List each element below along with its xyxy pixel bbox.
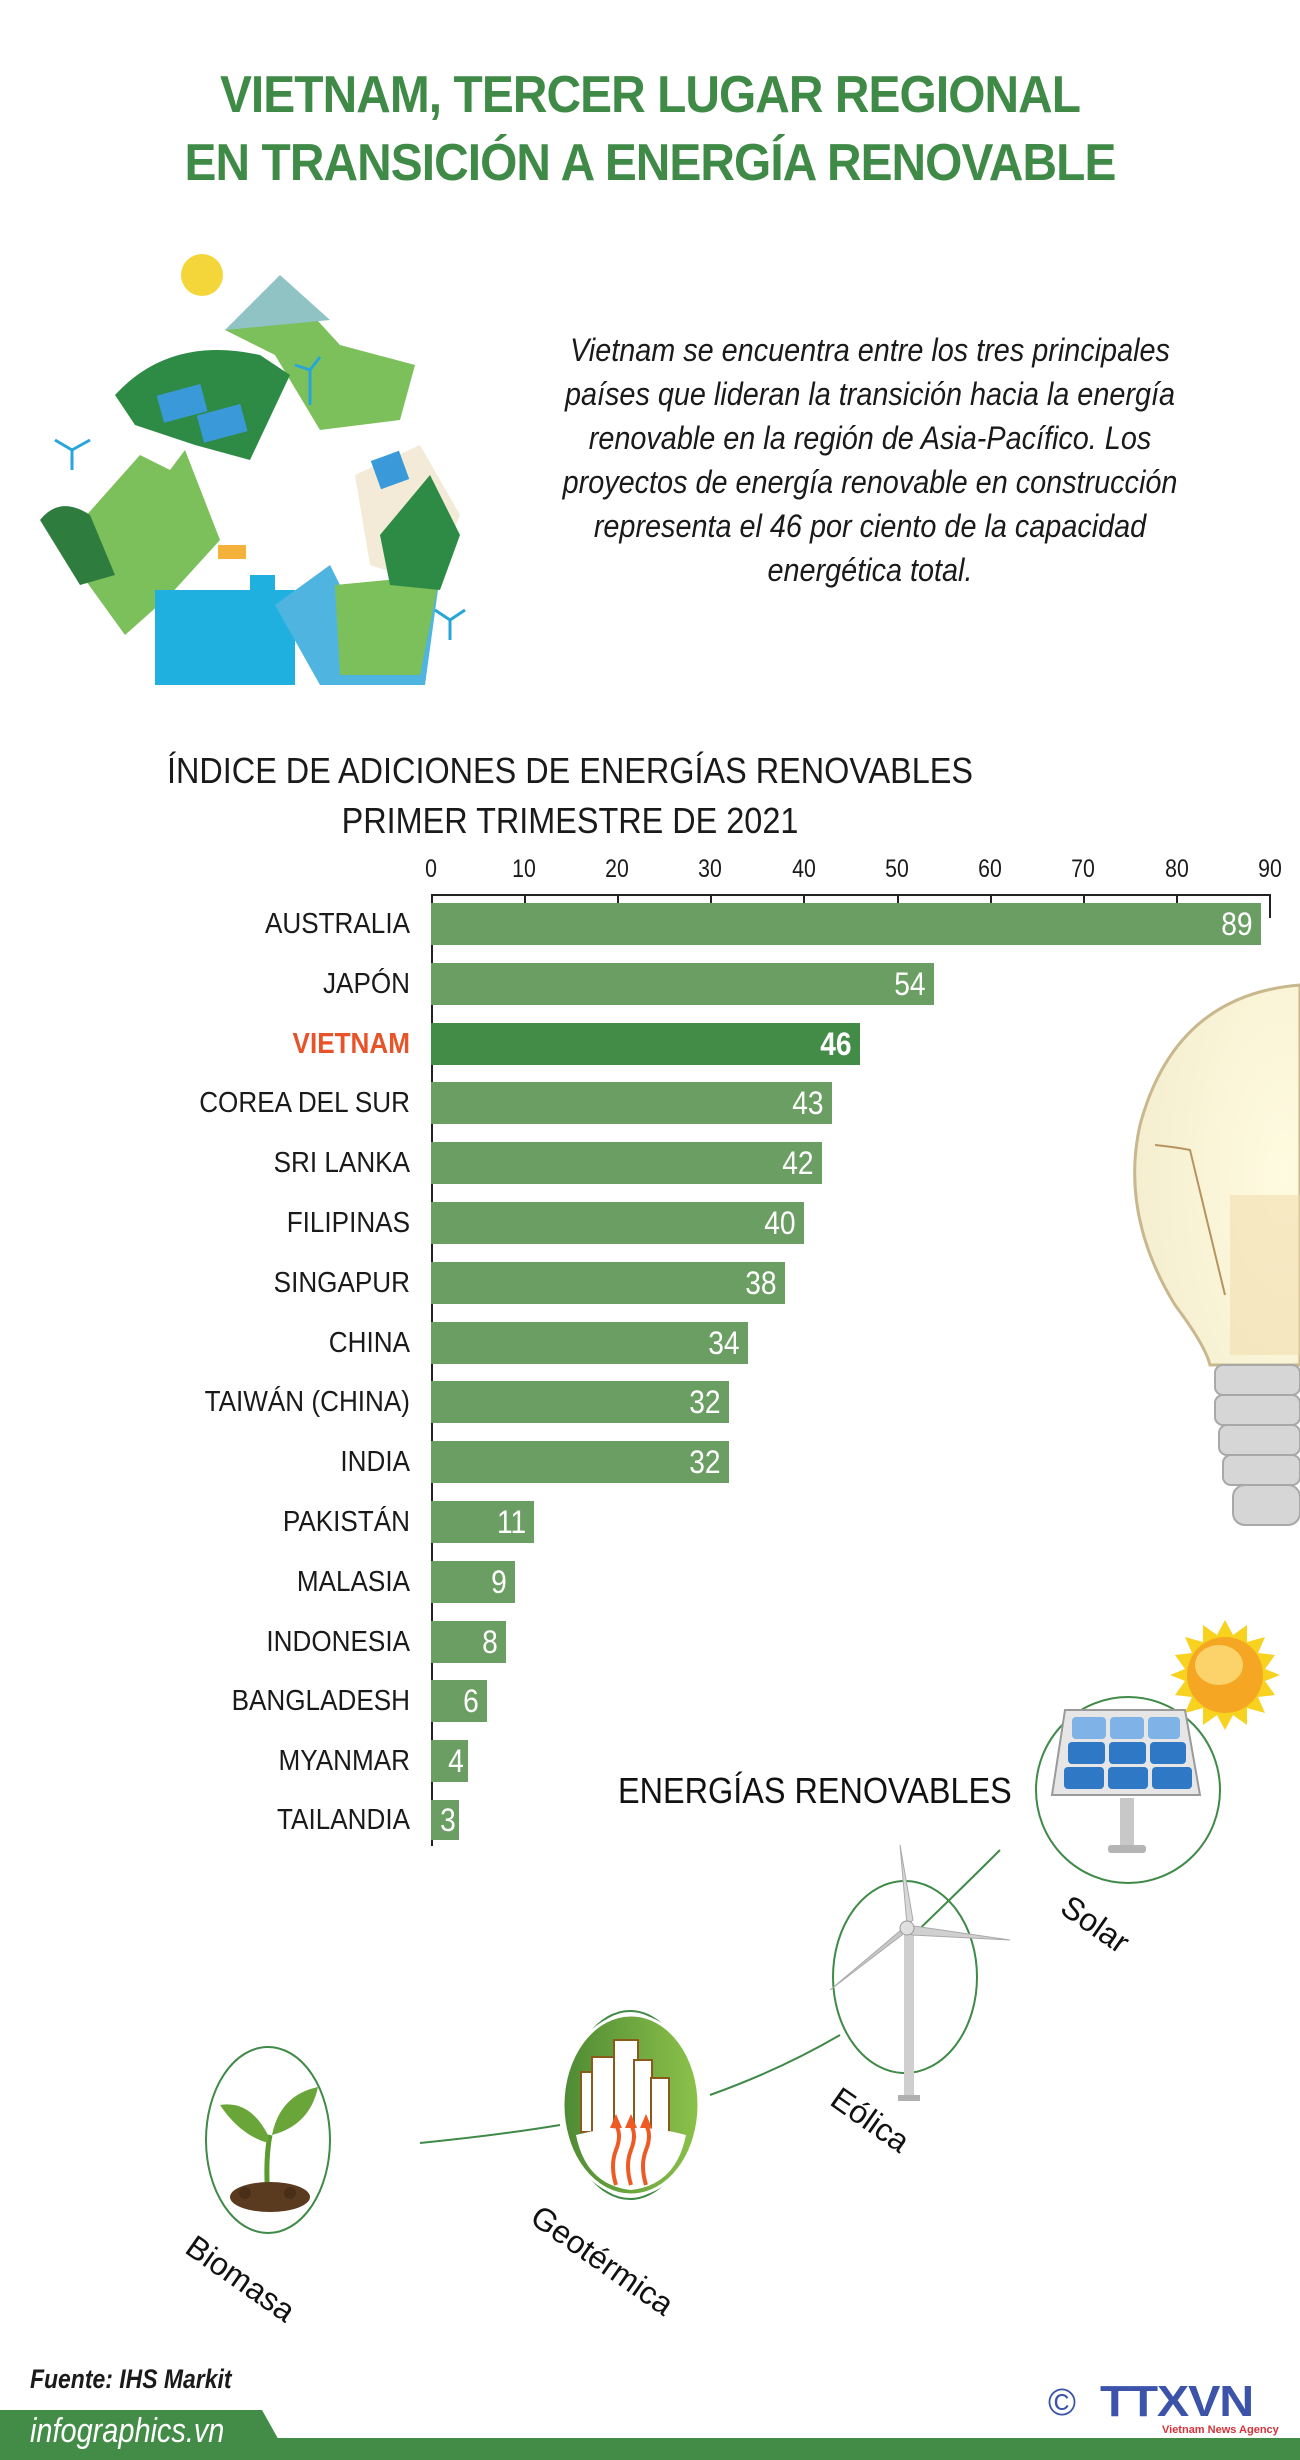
bar-value: 32 [689,1444,721,1480]
bar-tailandia: 3 [431,1800,459,1840]
bar-value: 54 [894,966,926,1002]
bar-malasia: 9 [431,1561,515,1603]
country-label: AUSTRALIA [264,908,410,940]
bar-value: 8 [482,1624,498,1660]
bar-sri-lanka: 42 [431,1142,822,1184]
bar-value: 4 [448,1743,464,1779]
bar-vietnam: 46 [431,1023,860,1065]
tick-mark [524,894,526,903]
bar-taiwan: 32 [431,1381,729,1423]
bar-singapur: 38 [431,1262,785,1304]
page-title-line-2: EN TRANSICIÓN A ENERGÍA RENOVABLE [184,134,1117,192]
ttxvn-logo: TTXVN [1100,2377,1254,2426]
bar-value: 34 [708,1325,740,1361]
chart-subtitle: PRIMER TRIMESTRE DE 2021 [341,800,799,841]
bar-bangladesh: 6 [431,1680,487,1722]
country-label: BANGLADESH [231,1685,410,1717]
country-label: INDONESIA [266,1626,410,1658]
tick-mark [1176,894,1178,903]
y-axis-line [431,894,433,1846]
bar-value: 6 [463,1683,479,1719]
tick-mark [803,894,805,903]
tick-label-70: 70 [1071,855,1095,883]
country-label: COREA DEL SUR [199,1087,410,1119]
energy-heading: ENERGÍAS RENOVABLES [618,1770,1012,1811]
solar-panel-icon [1050,1620,1280,1853]
country-label: MYANMAR [278,1745,410,1777]
x-axis-line [431,894,1270,896]
bar-value: 11 [496,1504,526,1540]
tick-mark [710,894,712,903]
source-text: Fuente: IHS Markit [30,2364,232,2394]
country-label: JAPÓN [322,968,410,1000]
country-label-highlight: VIETNAM [292,1028,410,1060]
sprout-icon [220,2087,318,2212]
bar-value: 32 [689,1384,721,1420]
intro-description: Vietnam se encuentra entre los tres prin… [562,332,1178,588]
tick-label-30: 30 [698,855,722,883]
tick-label-40: 40 [792,855,816,883]
bar-china: 34 [431,1322,748,1364]
tick-mark [897,894,899,903]
agency-name: Vietnam News Agency [1162,2424,1279,2436]
bar-japon: 54 [431,963,934,1005]
tick-label-20: 20 [605,855,629,883]
country-label: SINGAPUR [273,1267,410,1299]
bar-australia: 89 [431,903,1261,945]
bar-value: 38 [745,1265,777,1301]
country-label: TAILANDIA [277,1804,410,1836]
bar-value: 46 [820,1026,852,1062]
country-label: FILIPINAS [286,1207,410,1239]
bar-value: 40 [764,1205,796,1241]
wind-turbine-icon [829,1844,1011,2101]
bar-value: 42 [782,1145,814,1181]
country-label: MALASIA [296,1566,410,1598]
country-label: SRI LANKA [273,1147,410,1179]
bar-value: 3 [440,1802,456,1838]
bar-corea-del-sur: 43 [431,1082,832,1124]
country-label: TAIWÁN (CHINA) [204,1386,410,1418]
bar-indonesia: 8 [431,1621,506,1663]
country-label: INDIA [340,1446,410,1478]
x-axis-end-tick [1269,894,1271,918]
chart-title: ÍNDICE DE ADICIONES DE ENERGÍAS RENOVABL… [166,750,974,791]
tick-label-0: 0 [425,855,437,883]
footer-band [0,2438,1300,2460]
bar-india: 32 [431,1441,729,1483]
footer-tab [0,2410,290,2460]
bar-value: 89 [1221,906,1253,942]
tick-label-90: 90 [1258,855,1282,883]
tick-mark [990,894,992,903]
tick-label-60: 60 [978,855,1002,883]
light-bulb-icon [1133,983,1300,1526]
bar-value: 9 [491,1564,507,1600]
tick-label-80: 80 [1165,855,1189,883]
site-link[interactable]: infographics.vn [30,2412,225,2450]
bar-value: 43 [792,1085,824,1121]
recycle-illustration-icon [40,254,466,685]
tick-label-10: 10 [512,855,536,883]
country-label: PAKISTÁN [282,1506,410,1538]
geothermal-icon [561,2013,701,2197]
country-label: CHINA [328,1327,410,1359]
page-title-line-1: VIETNAM, TERCER LUGAR REGIONAL [219,66,1081,124]
bar-filipinas: 40 [431,1202,804,1244]
tick-label-50: 50 [885,855,909,883]
copyright-icon: © [1048,2382,1076,2424]
bar-myanmar: 4 [431,1740,468,1782]
tick-mark [617,894,619,903]
bar-pakistan: 11 [431,1501,534,1543]
tick-mark [1083,894,1085,903]
